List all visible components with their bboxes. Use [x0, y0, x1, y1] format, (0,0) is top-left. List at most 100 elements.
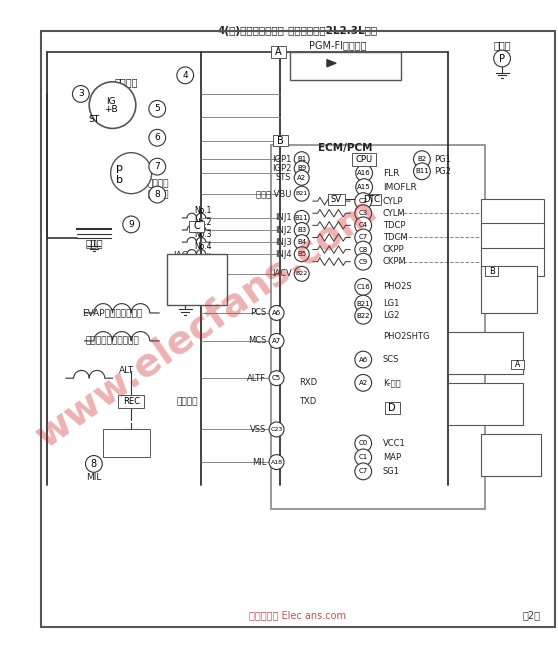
- Text: 喷油器 VBU: 喷油器 VBU: [256, 189, 291, 198]
- Text: INJ2: INJ2: [275, 226, 291, 235]
- Text: 前置
HO2S: 前置 HO2S: [496, 280, 521, 300]
- Text: B11: B11: [415, 168, 429, 174]
- Bar: [271, 46, 286, 57]
- Text: +B: +B: [104, 105, 118, 114]
- Text: B: B: [489, 267, 495, 276]
- Text: A: A: [275, 47, 282, 57]
- Text: FLR: FLR: [383, 169, 399, 177]
- Text: TXD: TXD: [299, 397, 316, 406]
- Text: B4: B4: [297, 239, 306, 245]
- Text: 数据传输
插头: 数据传输 插头: [474, 394, 496, 414]
- Text: RXD: RXD: [299, 378, 317, 387]
- Circle shape: [294, 152, 309, 167]
- Text: No.1: No.1: [194, 206, 211, 215]
- Text: TCD传感器: TCD传感器: [497, 233, 528, 242]
- Bar: [271, 145, 485, 509]
- Circle shape: [355, 278, 372, 295]
- Text: P: P: [499, 53, 505, 63]
- Text: No.2: No.2: [194, 218, 211, 227]
- Bar: [480, 434, 541, 476]
- Text: 第2张: 第2张: [523, 610, 541, 620]
- Bar: [290, 52, 401, 80]
- Text: b: b: [117, 175, 123, 185]
- Text: A7: A7: [272, 338, 281, 344]
- Text: 电子发烧友 Elec ans.com: 电子发烧友 Elec ans.com: [249, 610, 347, 620]
- Text: CYLM: CYLM: [383, 209, 406, 218]
- Text: ECM/PCM: ECM/PCM: [318, 143, 373, 153]
- Circle shape: [149, 100, 166, 117]
- Circle shape: [355, 254, 372, 270]
- Circle shape: [149, 186, 166, 203]
- Circle shape: [73, 85, 89, 102]
- Text: INJ1: INJ1: [275, 213, 291, 222]
- Circle shape: [294, 186, 309, 201]
- Circle shape: [355, 193, 372, 209]
- Polygon shape: [327, 59, 336, 67]
- Bar: [485, 267, 498, 276]
- Text: LG1: LG1: [383, 299, 399, 308]
- Text: C0: C0: [359, 441, 368, 447]
- Text: No.4: No.4: [194, 243, 211, 251]
- Text: 4(四)缸发动机电路图-广州本田雅阁2L2.3L轿车: 4(四)缸发动机电路图-广州本田雅阁2L2.3L轿车: [218, 27, 378, 37]
- Circle shape: [355, 307, 372, 324]
- Bar: [352, 153, 376, 166]
- Text: CKPP: CKPP: [383, 245, 405, 254]
- Text: A2: A2: [359, 380, 368, 386]
- Circle shape: [269, 422, 284, 437]
- Circle shape: [355, 374, 372, 391]
- Text: LG2: LG2: [383, 311, 399, 320]
- Circle shape: [294, 211, 309, 226]
- Text: PGM-FI主继电器: PGM-FI主继电器: [309, 40, 367, 50]
- Text: MAP: MAP: [383, 453, 401, 462]
- Text: PG1: PG1: [434, 155, 451, 164]
- Text: VCC1: VCC1: [383, 439, 406, 448]
- Bar: [448, 383, 523, 425]
- Bar: [167, 254, 227, 306]
- Text: C7: C7: [359, 235, 368, 241]
- Bar: [511, 359, 525, 369]
- Text: p: p: [117, 164, 123, 173]
- Text: CKP传感器: CKP传感器: [497, 257, 528, 266]
- Circle shape: [177, 67, 194, 83]
- Text: PHO2S: PHO2S: [383, 282, 411, 291]
- Text: IGP1: IGP1: [272, 155, 291, 164]
- Circle shape: [355, 217, 372, 233]
- Text: C4: C4: [359, 222, 368, 228]
- Bar: [189, 220, 204, 232]
- Text: 蓄电池: 蓄电池: [85, 238, 103, 248]
- Text: A6: A6: [359, 357, 368, 363]
- Text: B11: B11: [295, 215, 309, 221]
- Text: No.3: No.3: [194, 230, 211, 239]
- Text: B: B: [277, 136, 283, 145]
- Text: C5: C5: [272, 375, 281, 381]
- Text: B9: B9: [297, 166, 306, 171]
- Text: ST: ST: [88, 115, 99, 124]
- Text: SG1: SG1: [383, 467, 400, 476]
- Circle shape: [355, 229, 372, 246]
- Text: CPU: CPU: [355, 155, 373, 164]
- Text: SCS: SCS: [383, 355, 399, 364]
- Circle shape: [355, 295, 372, 312]
- Text: VSS: VSS: [118, 439, 135, 448]
- Bar: [480, 200, 544, 227]
- Text: IGP2: IGP2: [272, 164, 291, 173]
- Text: A18: A18: [271, 460, 282, 465]
- Text: INJ4: INJ4: [275, 250, 291, 259]
- Text: IACV: IACV: [272, 269, 291, 278]
- Text: C16: C16: [357, 284, 370, 290]
- Text: A2: A2: [297, 175, 306, 181]
- Text: 起动机断
电继电器: 起动机断 电继电器: [148, 179, 170, 199]
- Text: MCS: MCS: [248, 336, 266, 346]
- Circle shape: [149, 129, 166, 146]
- Circle shape: [89, 82, 136, 128]
- Text: CYL传感器: CYL传感器: [497, 209, 527, 218]
- Bar: [480, 224, 544, 252]
- Circle shape: [355, 241, 372, 258]
- Text: A6: A6: [272, 310, 281, 316]
- Circle shape: [356, 179, 373, 196]
- Text: C: C: [193, 221, 200, 231]
- Text: C8: C8: [359, 246, 368, 252]
- Bar: [103, 430, 150, 458]
- Circle shape: [269, 454, 284, 469]
- Text: A: A: [515, 360, 521, 369]
